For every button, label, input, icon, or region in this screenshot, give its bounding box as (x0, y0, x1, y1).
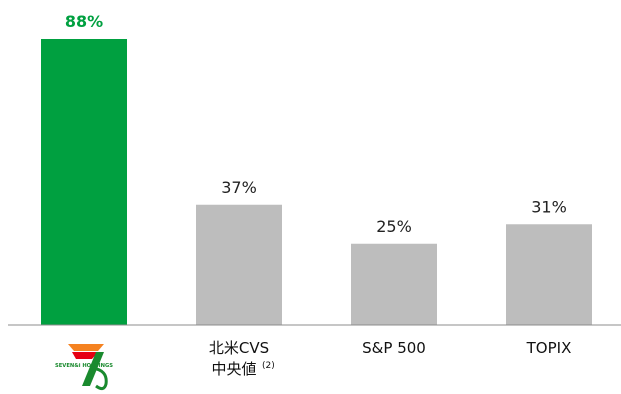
seven-and-i-holdings-logo: SEVEN&i HOLDINGS (55, 344, 113, 391)
logo-orange-stripe (68, 344, 104, 351)
category-label-4: TOPIX (526, 339, 572, 357)
value-label-2: 37% (221, 178, 257, 197)
logo-red-stripe (72, 352, 98, 359)
category-label-3: S&P 500 (362, 339, 426, 357)
category-label-2-line-1: 北米CVS (209, 339, 269, 357)
category-label-2-line-2: 中央値 (211, 360, 256, 378)
logo-text: SEVEN&i HOLDINGS (55, 363, 113, 369)
bar-1 (41, 39, 127, 325)
value-label-1: 88% (65, 12, 103, 31)
bar-4 (506, 224, 592, 325)
bar-3 (351, 243, 437, 325)
value-label-4: 31% (531, 197, 567, 216)
logo-green-swirl (91, 366, 108, 391)
value-label-3: 25% (376, 217, 412, 236)
category-label-2-superscript: (2) (262, 361, 275, 371)
bar-2 (196, 204, 282, 325)
